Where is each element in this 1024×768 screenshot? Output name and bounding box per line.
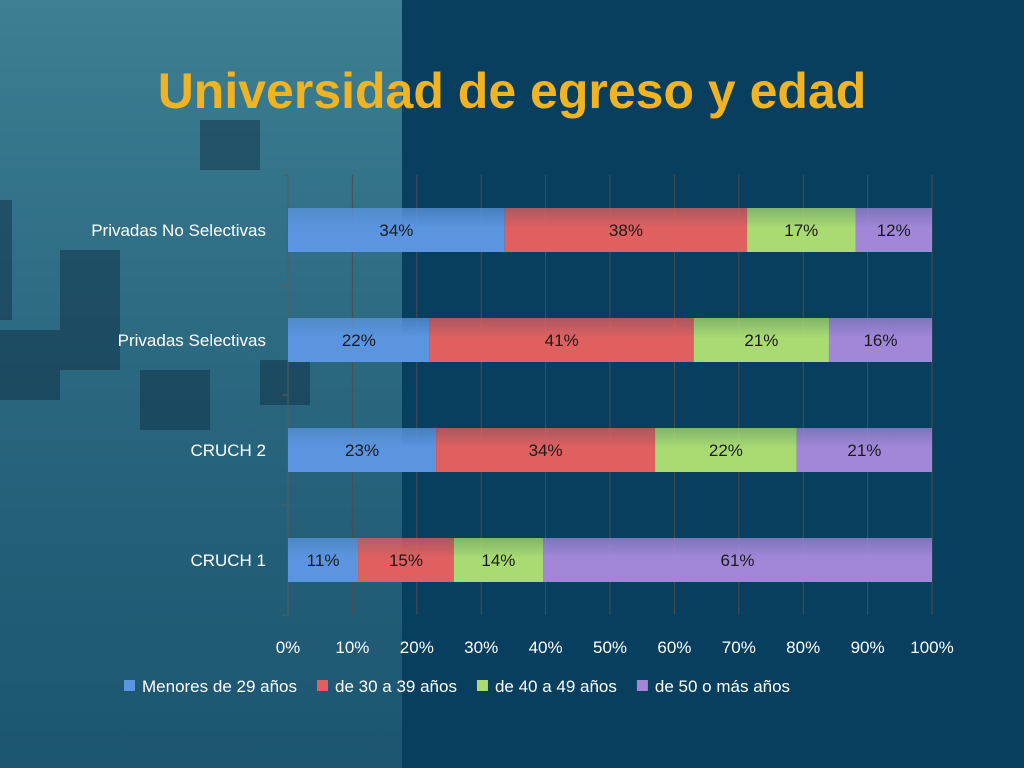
legend-label: Menores de 29 años (142, 677, 297, 696)
bar-data-label: 11% (307, 551, 340, 570)
bar-segment (747, 208, 856, 252)
x-tick-label: 70% (722, 638, 756, 657)
bar-data-label: 15% (389, 551, 423, 570)
legend-swatch (317, 680, 328, 691)
bar-segment (796, 428, 932, 472)
x-tick-label: 60% (657, 638, 691, 657)
bar-segment (288, 208, 505, 252)
x-tick-label: 90% (851, 638, 885, 657)
bar-segment (543, 538, 932, 582)
x-tick-label: 30% (464, 638, 498, 657)
bar-segment (429, 318, 694, 362)
bar-data-label: 21% (847, 441, 881, 460)
bar-data-label: 41% (545, 331, 579, 350)
slide-title: Universidad de egreso y edad (157, 63, 867, 119)
legend-swatch (124, 680, 135, 691)
legend-label: de 40 a 49 años (495, 677, 617, 696)
x-tick-label: 20% (400, 638, 434, 657)
background-photo (0, 0, 402, 768)
bar-segment (436, 428, 656, 472)
bar-data-label: 12% (877, 221, 911, 240)
bar-segment (655, 428, 797, 472)
bar-data-label: 61% (721, 551, 755, 570)
x-tick-label: 80% (786, 638, 820, 657)
category-label: Privadas No Selectivas (91, 221, 266, 240)
bar-data-label: 34% (379, 221, 413, 240)
bar-segment (828, 318, 932, 362)
x-tick-label: 0% (276, 638, 301, 657)
x-tick-label: 40% (529, 638, 563, 657)
background-panel (402, 0, 1024, 768)
bar-data-label: 23% (345, 441, 379, 460)
legend: Menores de 29 años de 30 a 39 años de 40 a… (124, 677, 790, 696)
bar-segment (693, 318, 829, 362)
category-label: CRUCH 1 (190, 551, 266, 570)
bar-segment (358, 538, 454, 582)
x-tick-label: 50% (593, 638, 627, 657)
bar-segment (453, 538, 544, 582)
category-label: CRUCH 2 (190, 441, 266, 460)
bar-data-label: 38% (609, 221, 643, 240)
bar-data-label: 22% (709, 441, 743, 460)
bars (288, 208, 932, 582)
legend-swatch (636, 680, 648, 691)
bar-segment (288, 318, 430, 362)
bar-segment (288, 538, 359, 582)
legend-label: de 30 a 39 años (335, 677, 457, 696)
bar-segment (855, 208, 932, 252)
axes: 0% 10% 20% 30% 40% 50% 60% 70% 80% 90% 100% Privada… (91, 174, 954, 657)
x-tick-label: 10% (335, 638, 369, 657)
bar-segment (288, 428, 437, 472)
legend-label: de 50 o más años (655, 677, 790, 696)
category-label: Privadas Selectivas (118, 331, 266, 350)
bar-data-label: 21% (744, 331, 778, 350)
bar-data-label: 22% (342, 331, 376, 350)
bar-data-label: 34% (529, 441, 563, 460)
x-tick-label: 100% (910, 638, 953, 657)
bar-data-label: 17% (784, 221, 818, 240)
labels: 34% 38% 17% 12% 22% 41% 21% 16% 23% 34% 22% 21% 11% 1… (307, 221, 911, 570)
bar-data-label: 14% (481, 551, 515, 570)
bar-segment (504, 208, 748, 252)
bar-data-label: 16% (863, 331, 897, 350)
legend-swatch (476, 680, 488, 691)
